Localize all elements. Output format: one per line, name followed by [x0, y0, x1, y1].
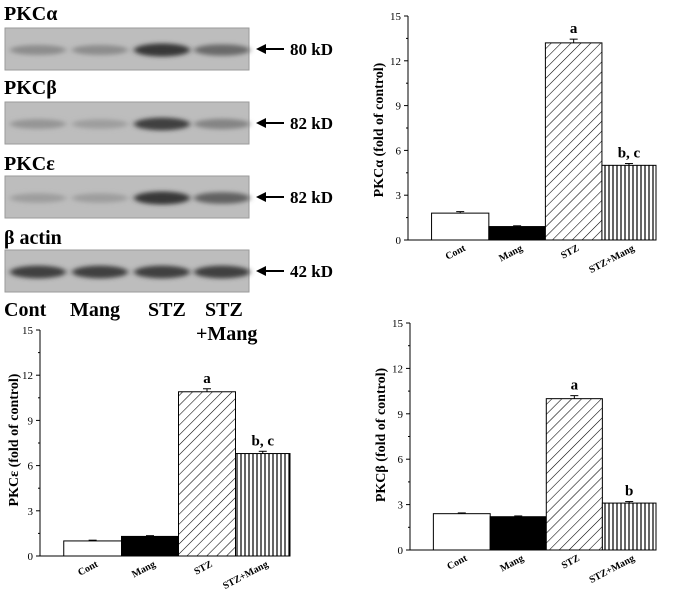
- blot-kd-1: 82 kD: [290, 114, 333, 133]
- y-tick-label-4: 12: [392, 363, 403, 375]
- x-tick-label-1: Mang: [497, 243, 524, 264]
- y-tick-label-1: 3: [28, 506, 34, 518]
- blot-band-3-0: [10, 265, 66, 279]
- bar-stz-mang: [235, 453, 291, 557]
- significance-label-2: a: [203, 371, 211, 387]
- blot-band-3-3: [194, 265, 250, 279]
- x-tick-label-0: Cont: [444, 243, 468, 263]
- lane-label-0: Cont: [4, 299, 47, 321]
- blot-band-1-0: [10, 119, 66, 129]
- bar-cont: [431, 212, 490, 241]
- blot-band-2-3: [194, 192, 250, 204]
- significance-label-3: b, c: [618, 146, 641, 162]
- x-tick-label-3: STZ+Mang: [588, 553, 637, 586]
- blot-band-1-2: [134, 117, 190, 131]
- bar-stz: [544, 42, 603, 241]
- y-tick-label-3: 9: [28, 415, 34, 427]
- y-tick-label-1: 3: [398, 500, 404, 512]
- blot-band-0-3: [194, 44, 250, 56]
- blot-band-2-0: [10, 193, 66, 203]
- x-tick-label-0: Cont: [76, 559, 100, 579]
- bar-mang: [488, 226, 546, 241]
- y-axis-label: PKCε (fold of control): [7, 373, 22, 506]
- y-tick-label-4: 12: [22, 370, 33, 382]
- x-tick-label-0: Cont: [445, 553, 469, 573]
- blot-band-3-1: [72, 265, 128, 279]
- pkc-alpha-chart: 0 3 6 9 12 15 PKCα (fold of control) Cont Mang a S…: [372, 11, 657, 276]
- significance-label-2: a: [571, 378, 579, 394]
- y-tick-label-1: 3: [396, 190, 402, 202]
- bar-stz: [545, 398, 603, 551]
- x-tick-label-2: STZ: [560, 553, 582, 572]
- significance-label-3: b: [625, 484, 633, 500]
- x-tick-label-1: Mang: [498, 553, 525, 574]
- y-tick-label-0: 0: [398, 545, 404, 557]
- bar-stz-mang: [601, 164, 657, 241]
- blot-band-3-2: [134, 265, 190, 279]
- bar-mang: [121, 535, 179, 557]
- bar-cont: [63, 540, 122, 557]
- pkc-beta-chart: 0 3 6 9 12 15 PKCβ (fold of control) Cont Mang a S…: [374, 318, 657, 586]
- y-tick-label-0: 0: [28, 551, 34, 563]
- blot-band-2-2: [134, 191, 190, 205]
- blot-label-1: PKCβ: [4, 77, 57, 99]
- y-tick-label-2: 6: [396, 145, 402, 157]
- y-tick-label-4: 12: [390, 56, 401, 68]
- blot-band-1-1: [72, 119, 128, 129]
- bar-stz-mang: [601, 502, 657, 551]
- y-axis-label: PKCβ (fold of control): [374, 368, 389, 503]
- pkc-epsilon-chart: 0 3 6 9 12 15 PKCε (fold of control) Cont Mang a S…: [7, 325, 291, 592]
- blot-kd-2: 82 kD: [290, 188, 333, 207]
- x-tick-label-3: STZ+Mang: [587, 243, 636, 276]
- lane-sublabel: +Mang: [196, 323, 257, 345]
- y-tick-label-5: 15: [392, 318, 404, 330]
- x-tick-label-2: STZ: [193, 559, 215, 578]
- blot-label-3: β actin: [4, 227, 62, 249]
- bar-cont: [432, 513, 491, 551]
- blot-kd-3: 42 kD: [290, 262, 333, 281]
- y-tick-label-3: 9: [396, 101, 402, 113]
- significance-label-3: b, c: [252, 433, 275, 449]
- arrow-head-2: [256, 192, 266, 202]
- bar-stz: [178, 391, 236, 557]
- lane-label-2: STZ: [148, 299, 186, 321]
- blot-band-0-2: [134, 43, 190, 57]
- y-axis-label: PKCα (fold of control): [372, 62, 387, 197]
- bar-mang: [489, 516, 547, 551]
- blot-band-0-1: [72, 44, 128, 56]
- blot-band-0-0: [10, 44, 66, 56]
- y-tick-label-0: 0: [396, 235, 402, 247]
- x-tick-label-1: Mang: [130, 559, 157, 580]
- y-tick-label-5: 15: [390, 11, 402, 23]
- blot-label-0: PKCα: [4, 3, 57, 25]
- arrow-head-1: [256, 118, 266, 128]
- arrow-head-0: [256, 44, 266, 54]
- blot-band-2-1: [72, 193, 128, 203]
- y-tick-label-2: 6: [28, 461, 34, 473]
- y-tick-label-2: 6: [398, 454, 404, 466]
- blot-kd-0: 80 kD: [290, 40, 333, 59]
- blot-band-1-3: [194, 118, 250, 130]
- x-tick-label-2: STZ: [559, 243, 581, 262]
- lane-label-3: STZ: [205, 299, 243, 321]
- x-tick-label-3: STZ+Mang: [221, 559, 270, 592]
- y-tick-label-3: 9: [398, 409, 404, 421]
- lane-label-1: Mang: [70, 299, 120, 321]
- western-blot-panel: PKCα 80 kD PKCβ 82 kD PKCε 82 kD β actin 42 kD C…: [4, 3, 333, 345]
- significance-label-2: a: [570, 21, 578, 37]
- y-tick-label-5: 15: [22, 325, 34, 337]
- blot-label-2: PKCε: [4, 153, 55, 175]
- arrow-head-3: [256, 266, 266, 276]
